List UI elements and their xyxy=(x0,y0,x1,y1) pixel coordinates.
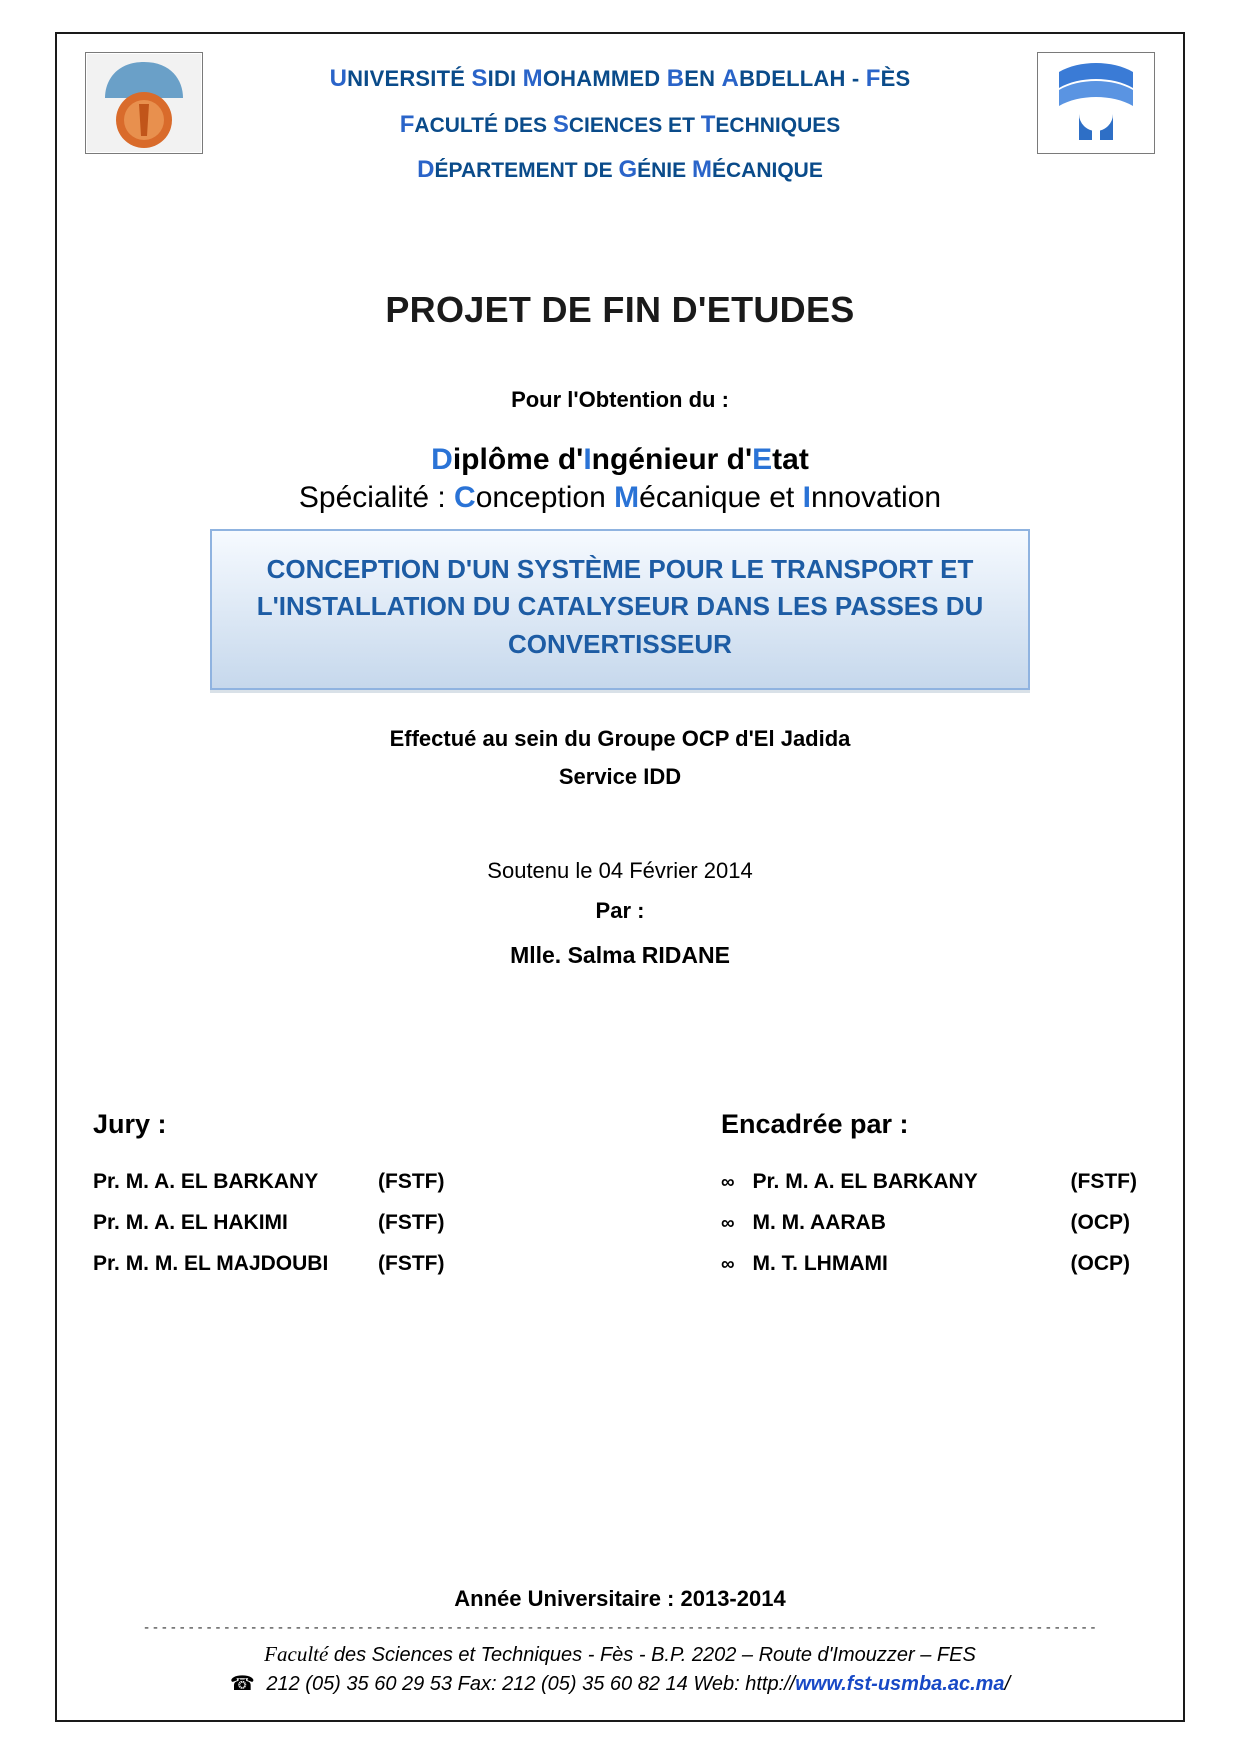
jury-list: Pr. M. A. EL BARKANY(FSTF) Pr. M. A. EL … xyxy=(93,1162,444,1285)
jury-item: Pr. M. A. EL BARKANY(FSTF) xyxy=(93,1162,444,1203)
infinity-bullet-icon: ∞ xyxy=(721,1164,735,1201)
cap-letter: U xyxy=(330,65,348,92)
jury-row: Jury : Pr. M. A. EL BARKANY(FSTF) Pr. M.… xyxy=(85,1109,1155,1285)
thesis-title-box: CONCEPTION D'UN SYSTÈME POUR LE TRANSPOR… xyxy=(210,529,1030,690)
header: UNIVERSITÉ SIDI MOHAMMED BEN ABDELLAH - … xyxy=(85,52,1155,193)
jury-item: Pr. M. A. EL HAKIMI(FSTF) xyxy=(93,1203,444,1244)
diplome-line: Diplôme d'Ingénieur d'Etat xyxy=(85,443,1155,477)
encadree-column: Encadrée par : ∞ Pr. M. A. EL BARKANY (F… xyxy=(721,1109,1137,1285)
footer-address: Faculté des Sciences et Techniques - Fès… xyxy=(85,1642,1155,1667)
thesis-title-text: CONCEPTION D'UN SYSTÈME POUR LE TRANSPOR… xyxy=(236,551,1004,664)
encadree-item: ∞ Pr. M. A. EL BARKANY (FSTF) xyxy=(721,1162,1137,1203)
dash-separator: ----------------------------------------… xyxy=(85,1620,1155,1636)
obtention-label: Pour l'Obtention du : xyxy=(85,387,1155,413)
main-content: PROJET DE FIN D'ETUDES Pour l'Obtention … xyxy=(85,289,1155,969)
website-link[interactable]: www.fst-usmba.ac.ma xyxy=(795,1673,1004,1695)
jury-item: Pr. M. M. EL MAJDOUBI(FSTF) xyxy=(93,1244,444,1285)
infinity-bullet-icon: ∞ xyxy=(721,1246,735,1283)
project-main-title: PROJET DE FIN D'ETUDES xyxy=(85,289,1155,331)
jury-column: Jury : Pr. M. A. EL BARKANY(FSTF) Pr. M.… xyxy=(93,1109,444,1285)
page-frame: UNIVERSITÉ SIDI MOHAMMED BEN ABDELLAH - … xyxy=(55,32,1185,1722)
encadree-heading: Encadrée par : xyxy=(721,1109,1137,1140)
service-line: Service IDD xyxy=(85,764,1155,790)
footer: Année Universitaire : 2013-2014 --------… xyxy=(85,1586,1155,1696)
university-logo-left xyxy=(85,52,203,154)
par-label: Par : xyxy=(85,898,1155,924)
infinity-bullet-icon: ∞ xyxy=(721,1205,735,1242)
encadree-item: ∞ M. M. AARAB (OCP) xyxy=(721,1203,1137,1244)
faculty-logo-right xyxy=(1037,52,1155,154)
phone-icon: ☎ xyxy=(230,1673,255,1695)
specialite-line: Spécialité : Conception Mécanique et Inn… xyxy=(85,481,1155,515)
encadree-item: ∞ M. T. LHMAMI (OCP) xyxy=(721,1244,1137,1285)
encadree-list: ∞ Pr. M. A. EL BARKANY (FSTF) ∞ M. M. AA… xyxy=(721,1162,1137,1285)
author-name: Mlle. Salma RIDANE xyxy=(85,942,1155,969)
effectue-line: Effectué au sein du Groupe OCP d'El Jadi… xyxy=(85,726,1155,752)
academic-year: Année Universitaire : 2013-2014 xyxy=(85,1586,1155,1612)
header-text: UNIVERSITÉ SIDI MOHAMMED BEN ABDELLAH - … xyxy=(217,52,1023,193)
jury-heading: Jury : xyxy=(93,1109,444,1140)
footer-contact: ☎ 212 (05) 35 60 29 53 Fax: 212 (05) 35 … xyxy=(85,1671,1155,1696)
soutenu-line: Soutenu le 04 Février 2014 xyxy=(85,858,1155,884)
